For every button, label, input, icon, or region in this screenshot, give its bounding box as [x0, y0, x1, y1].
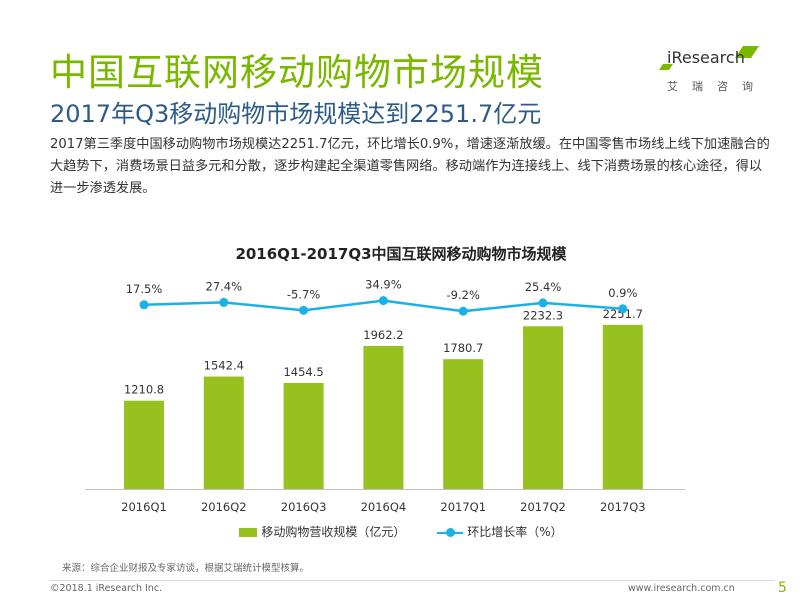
growth-point-2016Q1: [139, 300, 149, 310]
bar-2017Q3: [602, 324, 643, 489]
page-title: 中国互联网移动购物市场规模: [50, 51, 544, 94]
bar-2016Q3: [283, 382, 324, 489]
summary-paragraph: 2017第三季度中国移动购物市场规模达2251.7亿元，环比增长0.9%，增速逐…: [50, 137, 770, 196]
bar-label-2016Q3: 1454.5: [283, 365, 323, 379]
growth-point-2016Q2: [219, 297, 229, 307]
source-note: 来源：综合企业财报及专家访谈，根据艾瑞统计模型核算。: [62, 563, 310, 574]
growth-point-2016Q4: [378, 296, 388, 306]
bar-2017Q2: [523, 326, 563, 489]
growth-point-2017Q2: [538, 298, 548, 308]
x-tick-2016Q3: 2016Q3: [281, 500, 327, 514]
bar-label-2017Q2: 2232.3: [523, 308, 563, 322]
copyright-text: ©2018.1 iResearch Inc.: [50, 583, 163, 594]
legend-item-growth: 环比增长率（%）: [437, 523, 563, 540]
chart-legend: 移动购物营收规模（亿元） 环比增长率（%）: [0, 523, 802, 540]
chart-title: 2016Q1-2017Q3中国互联网移动购物市场规模: [235, 245, 567, 263]
market-size-chart: 1210.8 1542.4 1454.5 1962.2 1780.7 2232.3 2251…: [85, 278, 685, 514]
bar-2016Q2: [203, 376, 244, 489]
growth-label-2017Q2: 25.4%: [525, 280, 562, 294]
legend-item-revenue: 移动购物营收规模（亿元）: [239, 523, 405, 540]
x-tick-2016Q2: 2016Q2: [201, 500, 247, 514]
growth-point-2017Q1: [458, 306, 468, 316]
growth-label-2016Q2: 27.4%: [206, 279, 243, 293]
bar-2017Q1: [443, 359, 484, 489]
growth-point-2017Q3: [618, 304, 628, 314]
growth-label-2016Q1: 17.5%: [126, 282, 163, 296]
iresearch-logo: iResearch 艾瑞咨询: [655, 40, 765, 95]
logo-slash-icon: [659, 46, 759, 70]
x-tick-2017Q3: 2017Q3: [600, 500, 646, 514]
bar-label-2017Q1: 1780.7: [443, 341, 483, 355]
page-number: 5: [778, 580, 787, 596]
logo-subtext: 艾瑞咨询: [667, 80, 767, 93]
growth-label-2016Q4: 34.9%: [365, 278, 402, 292]
growth-label-2016Q3: -5.7%: [287, 287, 320, 301]
bar-label-2017Q3: 2251.7: [603, 307, 643, 321]
bar-label-2016Q1: 1210.8: [124, 383, 164, 397]
bar-label-2016Q2: 1542.4: [204, 359, 244, 373]
footer-divider: [50, 580, 774, 581]
x-tick-2017Q1: 2017Q1: [440, 500, 486, 514]
growth-label-2017Q1: -9.2%: [447, 288, 480, 302]
legend-line-swatch: [437, 528, 464, 537]
bar-label-2016Q4: 1962.2: [363, 328, 403, 342]
growth-label-2017Q3: 0.9%: [608, 286, 637, 300]
page-subtitle: 2017年Q3移动购物市场规模达到2251.7亿元: [50, 100, 542, 128]
x-tick-2016Q1: 2016Q1: [121, 500, 167, 514]
bar-2016Q1: [124, 400, 164, 489]
logo-text: iResearch: [667, 48, 745, 67]
legend-label-growth: 环比增长率（%）: [467, 525, 563, 539]
bar-2016Q4: [363, 345, 404, 489]
legend-label-revenue: 移动购物营收规模（亿元）: [261, 525, 406, 539]
legend-bar-swatch: [239, 528, 258, 537]
x-tick-2017Q2: 2017Q2: [520, 500, 566, 514]
website-link[interactable]: www.iresearch.com.cn: [628, 583, 735, 594]
growth-point-2016Q3: [299, 305, 309, 315]
x-tick-2016Q4: 2016Q4: [361, 500, 407, 514]
